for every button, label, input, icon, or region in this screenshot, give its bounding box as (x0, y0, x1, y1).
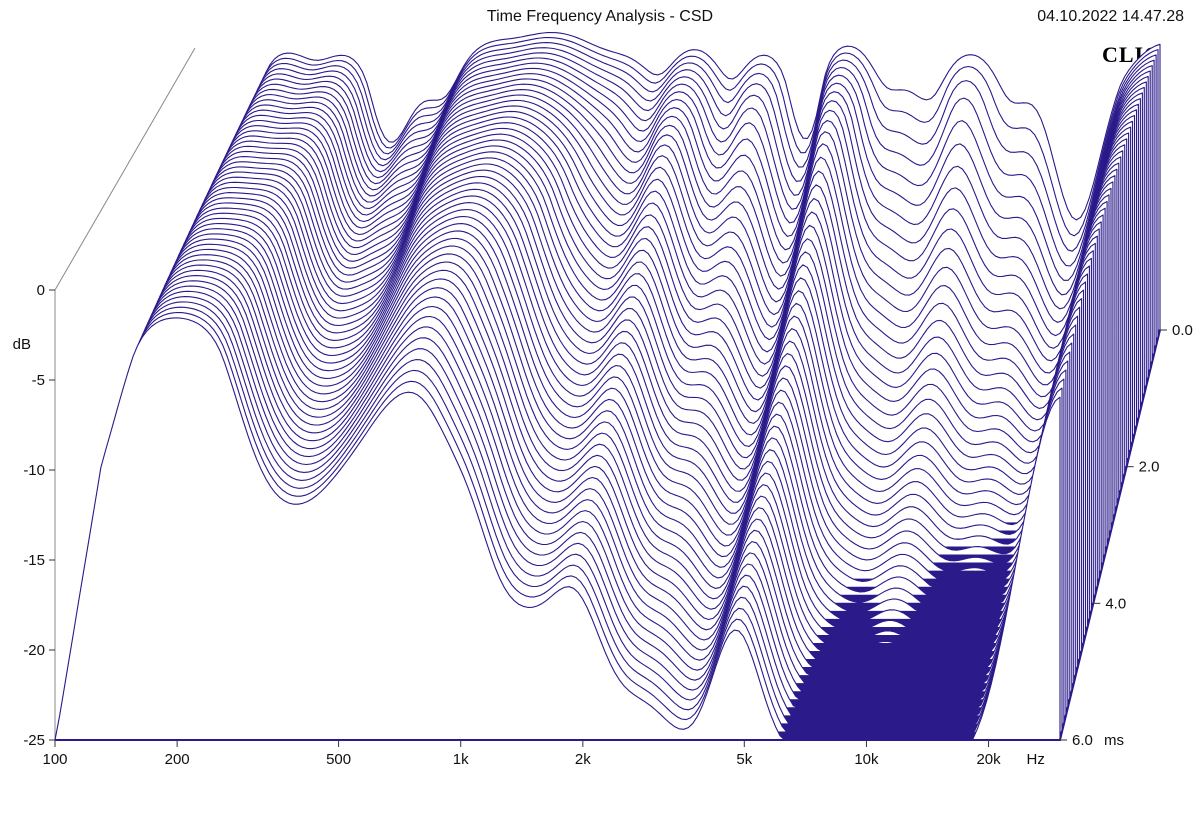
x-tick-label: 5k (736, 751, 752, 768)
z-tick-label: -20 (23, 642, 45, 659)
x-tick-label: 20k (976, 751, 1001, 768)
x-tick-label: 100 (42, 751, 67, 768)
x-tick-label: 500 (326, 751, 351, 768)
z-tick-label: 0 (37, 282, 45, 299)
z-tick-label: -15 (23, 552, 45, 569)
z-tick-label: -10 (23, 462, 45, 479)
x-tick-label: 1k (453, 751, 469, 768)
y-tick-label: 2.0 (1139, 459, 1160, 476)
y-tick-label: 6.0 (1072, 732, 1093, 749)
y-axis-unit: ms (1104, 732, 1124, 749)
y-tick-label: 4.0 (1105, 595, 1126, 612)
z-tick-label: -5 (32, 372, 45, 389)
z-axis-label: dB (13, 336, 31, 353)
x-axis-unit: Hz (1027, 751, 1045, 768)
z-tick-label: -25 (23, 732, 45, 749)
csd-waterfall-plot: 0 -5 -10 -15 -20 -25 dB 100 200 500 1k 2k 5k 10k 20k Hz… (0, 0, 1200, 822)
x-tick-label: 200 (165, 751, 190, 768)
y-tick-label: 0.0 (1172, 322, 1193, 339)
x-tick-label: 2k (575, 751, 591, 768)
x-tick-label: 10k (854, 751, 879, 768)
